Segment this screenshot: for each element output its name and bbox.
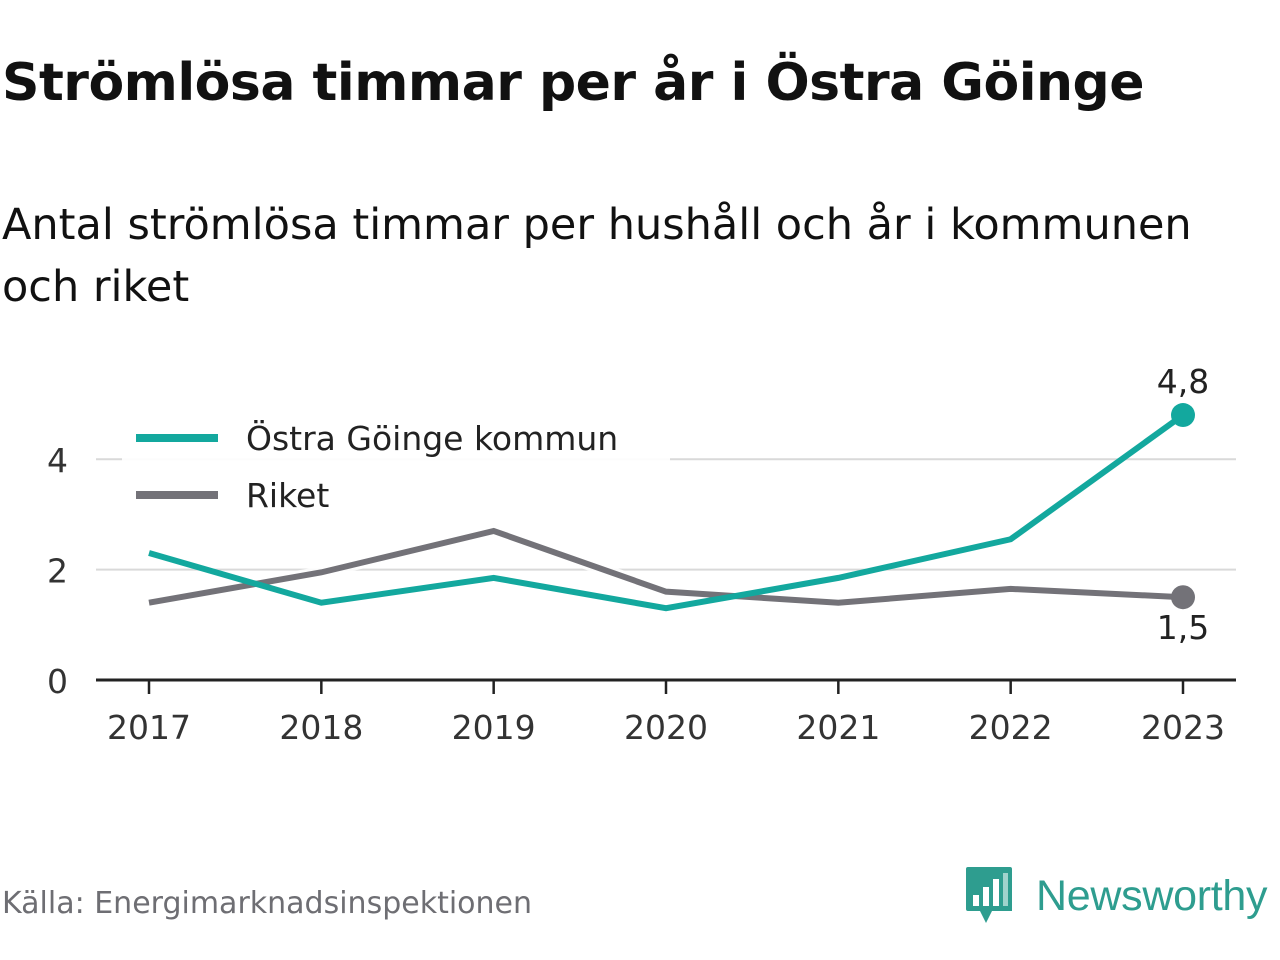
source-note: Källa: Energimarknadsinspektionen [2, 886, 533, 921]
y-tick-label: 4 [47, 441, 68, 480]
newsworthy-logo-icon [966, 867, 1012, 923]
x-tick-label: 2019 [452, 708, 536, 747]
x-tick-label: 2020 [624, 708, 708, 747]
y-tick-label: 0 [47, 662, 68, 701]
series-line-ostra-goinge [148, 412, 1185, 612]
x-tick-label: 2022 [969, 708, 1053, 747]
legend: Östra Göinge kommun Riket [122, 410, 670, 522]
series-line-riket [148, 527, 1184, 606]
chart-title: Strömlösa timmar per år i Östra Göinge [2, 53, 1145, 113]
brand[interactable]: Newsworthy [964, 864, 1267, 928]
legend-background [122, 410, 670, 522]
data-label-ostra-goinge-2023: 4,8 [1157, 362, 1209, 401]
series-end-point [1171, 403, 1195, 428]
series-layer [147, 403, 1195, 612]
legend-label: Östra Göinge kommun [246, 418, 618, 458]
x-tick-label: 2021 [796, 708, 880, 747]
x-tick-label: 2023 [1141, 708, 1225, 747]
legend-label: Riket [246, 476, 329, 515]
data-label-riket-2023: 1,5 [1157, 608, 1209, 647]
brand-name: Newsworthy [1036, 871, 1268, 920]
x-tick-label: 2018 [279, 708, 363, 747]
y-tick-label: 2 [47, 552, 68, 591]
end-labels: 4,8 1,5 [1157, 362, 1209, 647]
series-end-point [1171, 585, 1195, 610]
chart-subtitle: Antal strömlösa timmar per hushåll och å… [2, 200, 1192, 312]
x-axis: 2017 2018 2019 2020 2021 2022 2023 [96, 678, 1236, 747]
x-tick-label: 2017 [107, 708, 191, 747]
